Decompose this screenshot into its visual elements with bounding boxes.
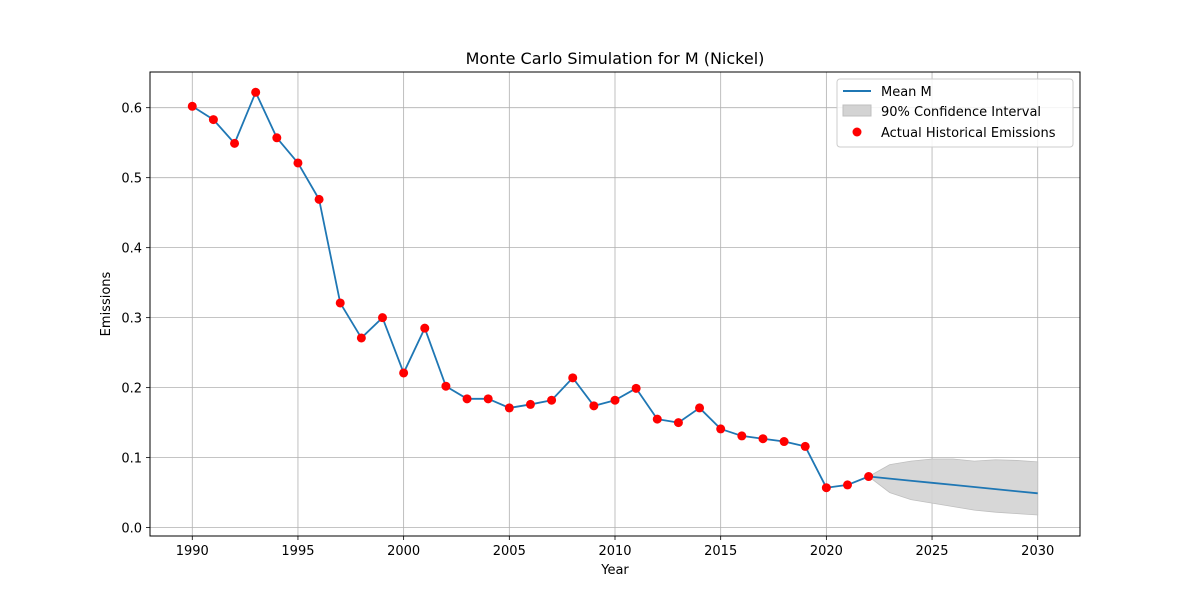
actual-emission-point (716, 424, 726, 434)
legend-mean-label: Mean M (881, 85, 932, 100)
actual-emission-point (251, 87, 261, 97)
chart-title: Monte Carlo Simulation for M (Nickel) (466, 49, 765, 68)
actual-emission-point (208, 115, 218, 125)
actual-emission-point (673, 418, 683, 428)
y-tick-label: 0.6 (121, 102, 142, 117)
y-tick-label: 0.2 (121, 382, 142, 397)
legend: Mean M 90% Confidence Interval Actual Hi… (836, 78, 1074, 148)
grid (150, 72, 1080, 536)
actual-emission-point (504, 403, 514, 413)
legend-ci-swatch (842, 104, 872, 117)
x-tick-label: 2030 (1021, 544, 1054, 559)
actual-emission-point (610, 395, 620, 405)
confidence-interval-layer (867, 458, 1039, 516)
actual-emission-point (568, 373, 578, 383)
actual-emission-point (335, 298, 345, 308)
actual-emission-point (462, 394, 472, 404)
legend-actual-swatch (852, 127, 862, 137)
actual-emission-point (631, 383, 641, 393)
actual-emission-point (695, 403, 705, 413)
actual-emission-point (547, 395, 557, 405)
actual-emission-point (779, 437, 789, 447)
actual-emission-point (821, 483, 831, 493)
y-tick-label: 0.4 (121, 242, 142, 257)
x-tick-label: 2015 (704, 544, 737, 559)
y-axis-label: Emissions (99, 271, 114, 336)
actual-emission-point (800, 441, 810, 451)
actual-emission-point (378, 313, 387, 323)
legend-actual-label: Actual Historical Emissions (881, 126, 1056, 141)
actual-emission-point (314, 194, 324, 204)
actual-emission-point (230, 138, 240, 148)
y-tick-label: 0.5 (121, 172, 142, 187)
actual-emission-point (737, 431, 747, 441)
actual-emission-point (589, 401, 599, 411)
x-tick-label: 2020 (810, 544, 843, 559)
actual-emission-point (652, 414, 662, 424)
actual-emission-point (864, 472, 874, 482)
x-tick-label: 2025 (915, 544, 948, 559)
actual-emission-point (483, 394, 493, 404)
legend-box (836, 78, 1074, 148)
actual-emission-point (399, 368, 409, 378)
x-tick-label: 1990 (176, 544, 209, 559)
y-tick-label: 0.3 (121, 312, 142, 327)
actual-emission-point (758, 434, 768, 444)
x-tick-label: 2005 (493, 544, 526, 559)
actual-points-layer (187, 87, 874, 493)
actual-emission-point (356, 333, 366, 343)
actual-emission-point (441, 381, 451, 391)
confidence-interval-band (867, 458, 1039, 516)
legend-ci-label: 90% Confidence Interval (881, 105, 1041, 120)
x-tick-label: 1995 (281, 544, 314, 559)
ticks: 1990 1995 2000 2005 2010 2015 2020 2025 2030 0.0 0… (121, 102, 1054, 559)
actual-emission-point (187, 101, 197, 111)
y-tick-label: 0.1 (121, 452, 142, 467)
actual-emission-point (293, 158, 303, 168)
x-tick-label: 2000 (387, 544, 420, 559)
actual-emission-point (525, 399, 535, 409)
x-tick-label: 2010 (598, 544, 631, 559)
actual-emission-point (843, 480, 852, 490)
actual-emission-point (420, 323, 430, 333)
y-tick-label: 0.0 (121, 522, 142, 537)
actual-emission-point (272, 133, 282, 143)
x-axis-label: Year (600, 563, 629, 578)
